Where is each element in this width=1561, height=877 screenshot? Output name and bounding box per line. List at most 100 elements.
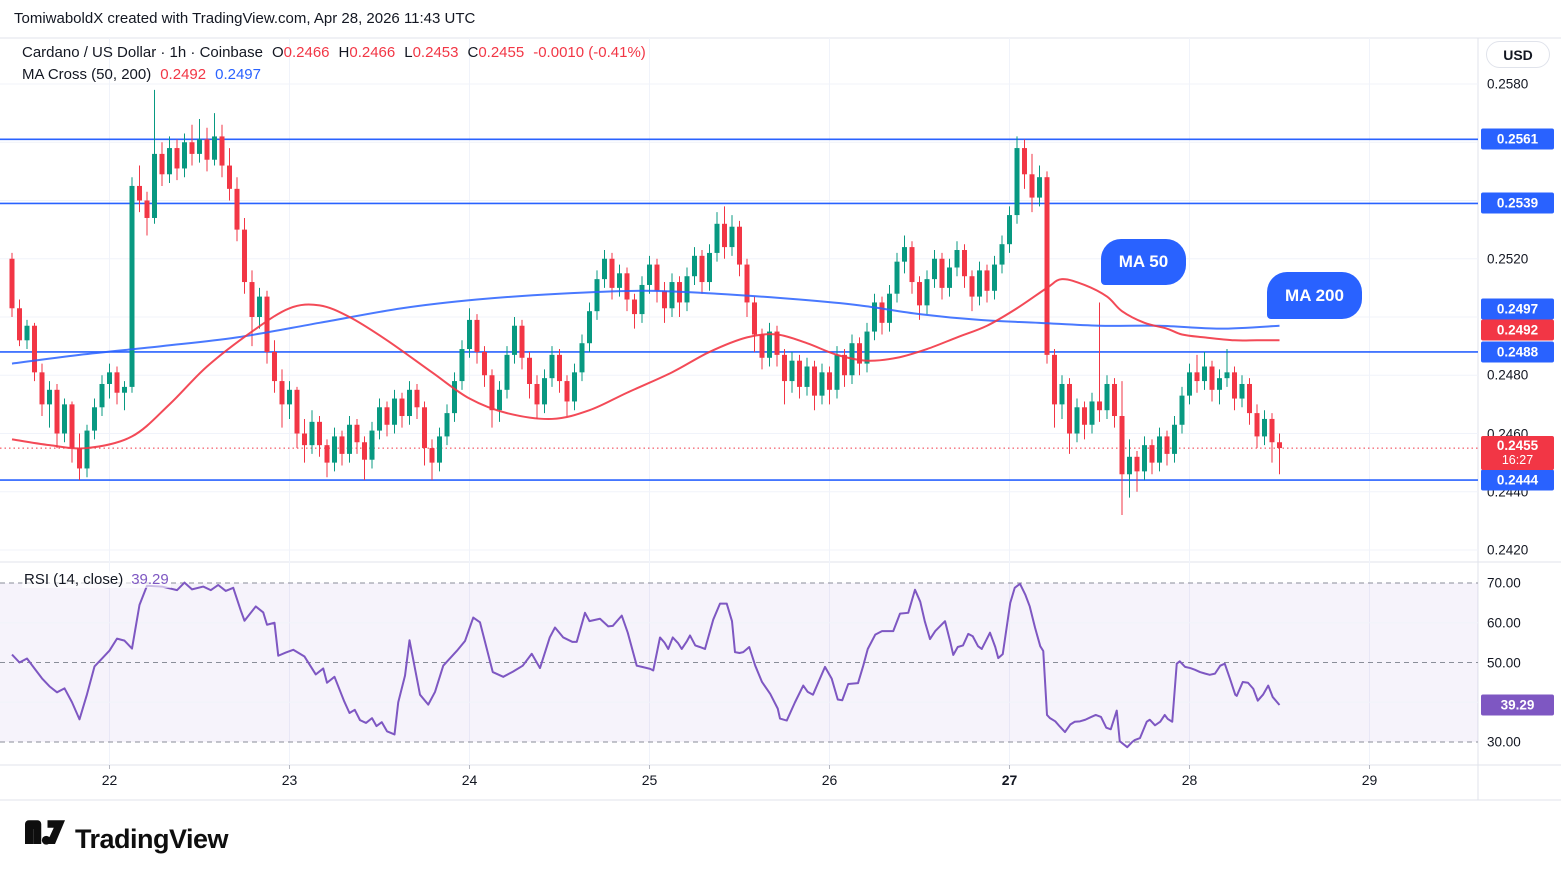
candle	[609, 258, 615, 288]
candle	[1164, 436, 1170, 454]
candle	[999, 244, 1005, 265]
candle	[1254, 413, 1260, 437]
candle	[864, 331, 870, 364]
candle	[227, 165, 232, 189]
candle	[384, 407, 390, 425]
candle	[879, 302, 885, 323]
candle	[1194, 372, 1200, 382]
candle	[692, 255, 697, 277]
candle	[827, 372, 832, 390]
candle	[377, 407, 382, 431]
candle	[84, 430, 90, 469]
candle	[909, 247, 915, 283]
candle	[1097, 401, 1102, 411]
chart-canvas[interactable]	[0, 0, 1561, 810]
candle	[1014, 148, 1020, 216]
candle	[984, 270, 990, 291]
candle	[1247, 383, 1252, 414]
symbol-title[interactable]: Cardano / US Dollar · 1h · Coinbase	[22, 44, 263, 61]
candle	[482, 351, 487, 376]
ma200-callout-label[interactable]: MA 200	[1267, 272, 1362, 319]
candle	[324, 445, 330, 463]
candle	[152, 153, 157, 218]
candle	[317, 421, 322, 446]
candle	[407, 389, 412, 417]
candle	[639, 284, 645, 315]
candle	[309, 421, 315, 446]
candle	[422, 407, 427, 449]
candle	[459, 349, 465, 382]
candle	[107, 372, 112, 384]
candle	[759, 334, 765, 358]
candle	[767, 331, 772, 358]
ma200-line	[11, 289, 1280, 365]
candle	[512, 325, 517, 355]
candle	[302, 433, 307, 446]
candle	[137, 185, 142, 201]
tradingview-logo-icon	[25, 820, 65, 845]
candle	[354, 424, 360, 443]
tradingview-logo-text: TradingView	[75, 823, 229, 854]
candle	[1187, 372, 1192, 396]
candle	[797, 360, 802, 387]
candle	[497, 389, 502, 411]
candle	[399, 398, 405, 417]
candle	[992, 264, 997, 291]
ma50-line	[11, 278, 1280, 450]
candle	[62, 404, 67, 434]
candle	[212, 136, 217, 160]
candle	[962, 250, 967, 277]
candle	[782, 354, 787, 382]
candle	[1224, 372, 1230, 379]
candle	[924, 279, 930, 306]
candle	[444, 413, 450, 437]
ma-cross-title[interactable]: MA Cross (50, 200)	[22, 66, 152, 83]
candle	[1127, 456, 1132, 475]
candle	[1089, 401, 1095, 425]
candle	[452, 381, 457, 414]
candle	[1134, 456, 1140, 472]
candle	[737, 226, 742, 265]
candle	[894, 261, 900, 294]
candle	[872, 302, 877, 332]
candle	[729, 226, 735, 248]
candle	[249, 282, 255, 317]
candle	[114, 372, 120, 393]
candle	[24, 325, 30, 341]
candle	[1217, 378, 1222, 390]
candle	[1262, 418, 1267, 437]
candle	[1022, 148, 1027, 175]
candle	[159, 153, 165, 175]
candle	[1029, 174, 1035, 198]
candle	[474, 319, 480, 352]
candle	[17, 308, 22, 341]
candle	[684, 276, 690, 303]
tradingview-watermark[interactable]: TradingView	[25, 820, 229, 858]
candle	[69, 404, 75, 449]
candle	[812, 366, 817, 396]
candle	[257, 296, 262, 317]
candle	[564, 381, 570, 402]
candle	[392, 398, 397, 425]
candle	[1202, 366, 1207, 382]
ma50-callout-label[interactable]: MA 50	[1101, 239, 1186, 285]
candle	[842, 354, 847, 376]
candle	[1269, 418, 1275, 443]
candle	[1104, 383, 1110, 411]
candle	[587, 311, 592, 344]
candle	[1119, 416, 1125, 475]
candle	[369, 430, 375, 460]
candle	[1209, 366, 1215, 390]
candle	[332, 436, 337, 463]
candle	[92, 407, 97, 431]
candle	[1112, 383, 1117, 417]
candle	[669, 282, 675, 309]
candle	[519, 325, 525, 358]
rsi-title[interactable]: RSI (14, close)	[24, 571, 124, 588]
candle	[437, 436, 442, 463]
candle	[819, 372, 825, 396]
candle	[857, 343, 862, 364]
currency-usd-button[interactable]: USD	[1486, 41, 1550, 68]
candle	[624, 273, 630, 300]
